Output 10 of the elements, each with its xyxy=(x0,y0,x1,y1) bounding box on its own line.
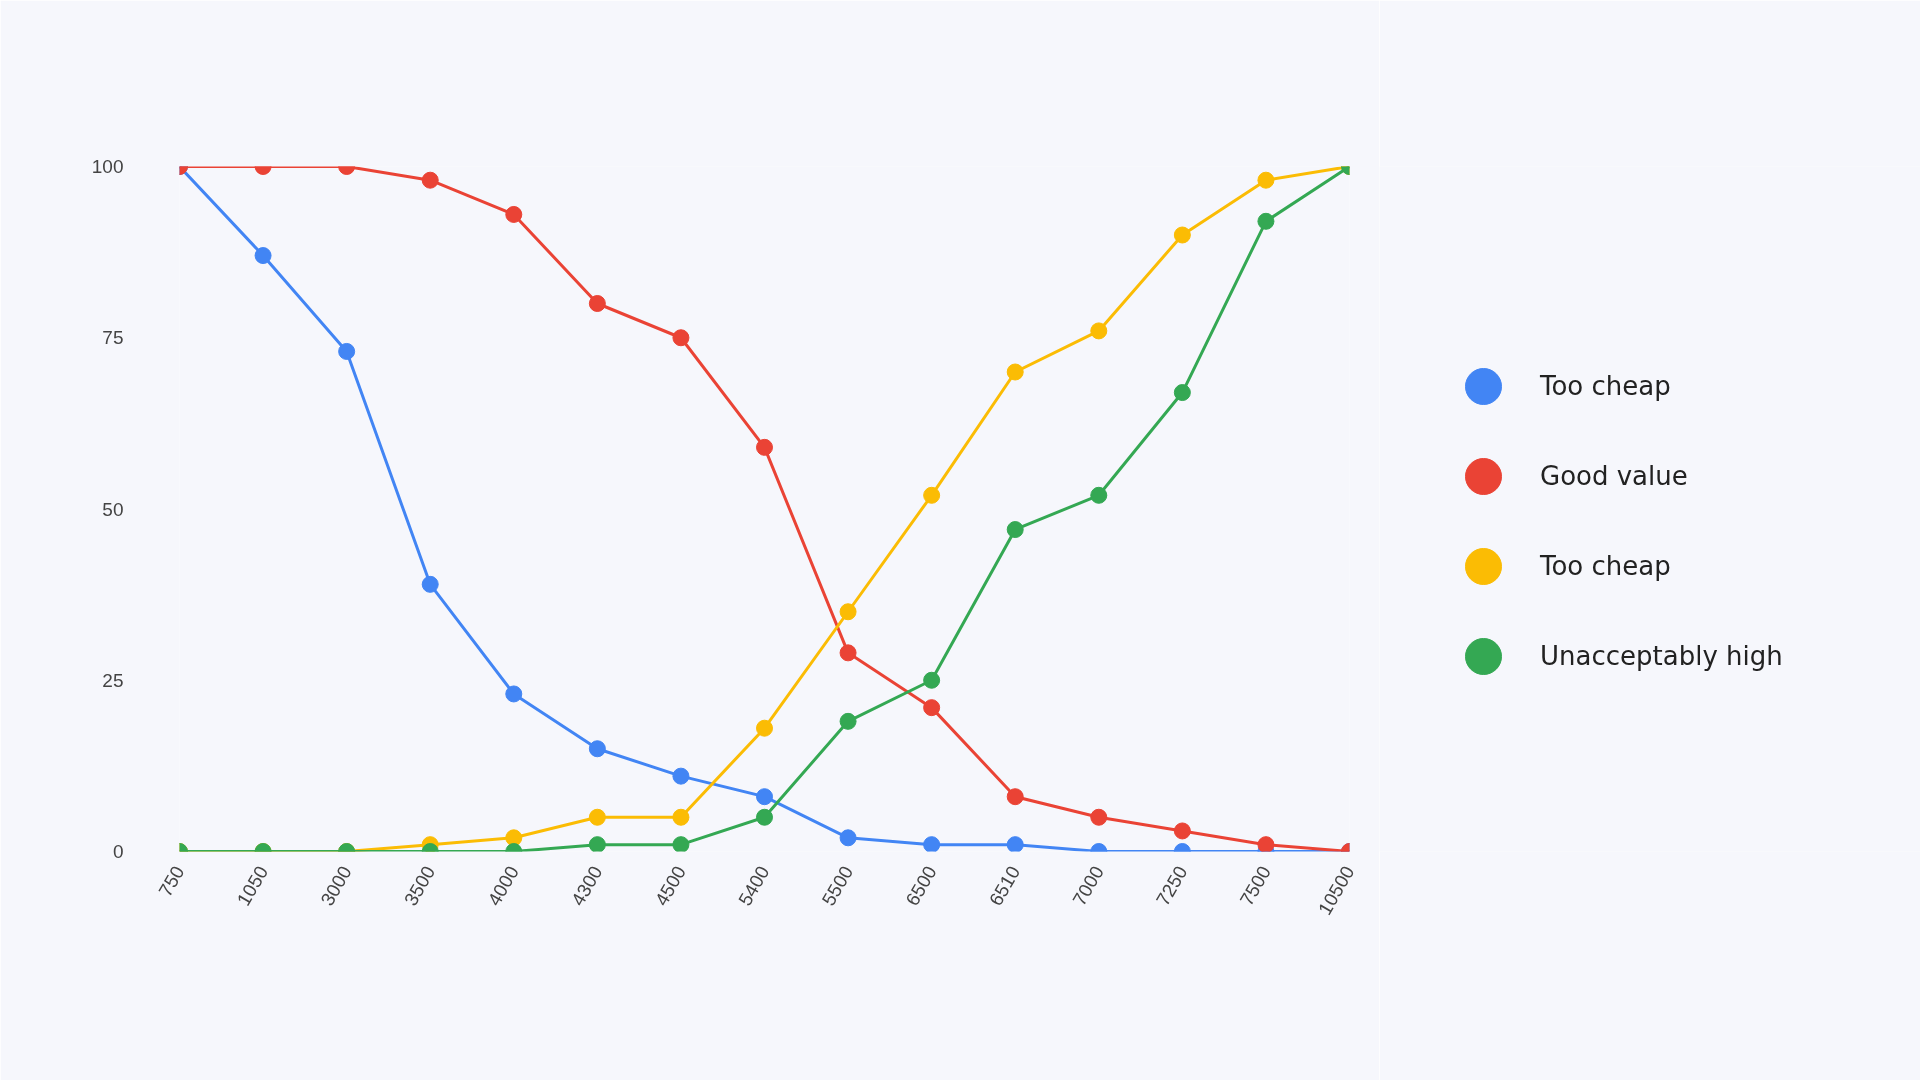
legend-label: Too cheap xyxy=(1540,551,1671,581)
y-tick-label: 0 xyxy=(112,841,124,862)
x-tick-label: 750 xyxy=(154,862,189,901)
y-tick-label: 100 xyxy=(91,156,124,177)
y-tick-label: 50 xyxy=(102,498,124,520)
y-tick-label: 25 xyxy=(102,669,124,691)
y-tick-label: 75 xyxy=(102,327,124,349)
legend-label: Unacceptably high xyxy=(1540,641,1783,671)
legend-label: Too cheap xyxy=(1540,371,1671,401)
legend-label: Good value xyxy=(1540,461,1688,491)
